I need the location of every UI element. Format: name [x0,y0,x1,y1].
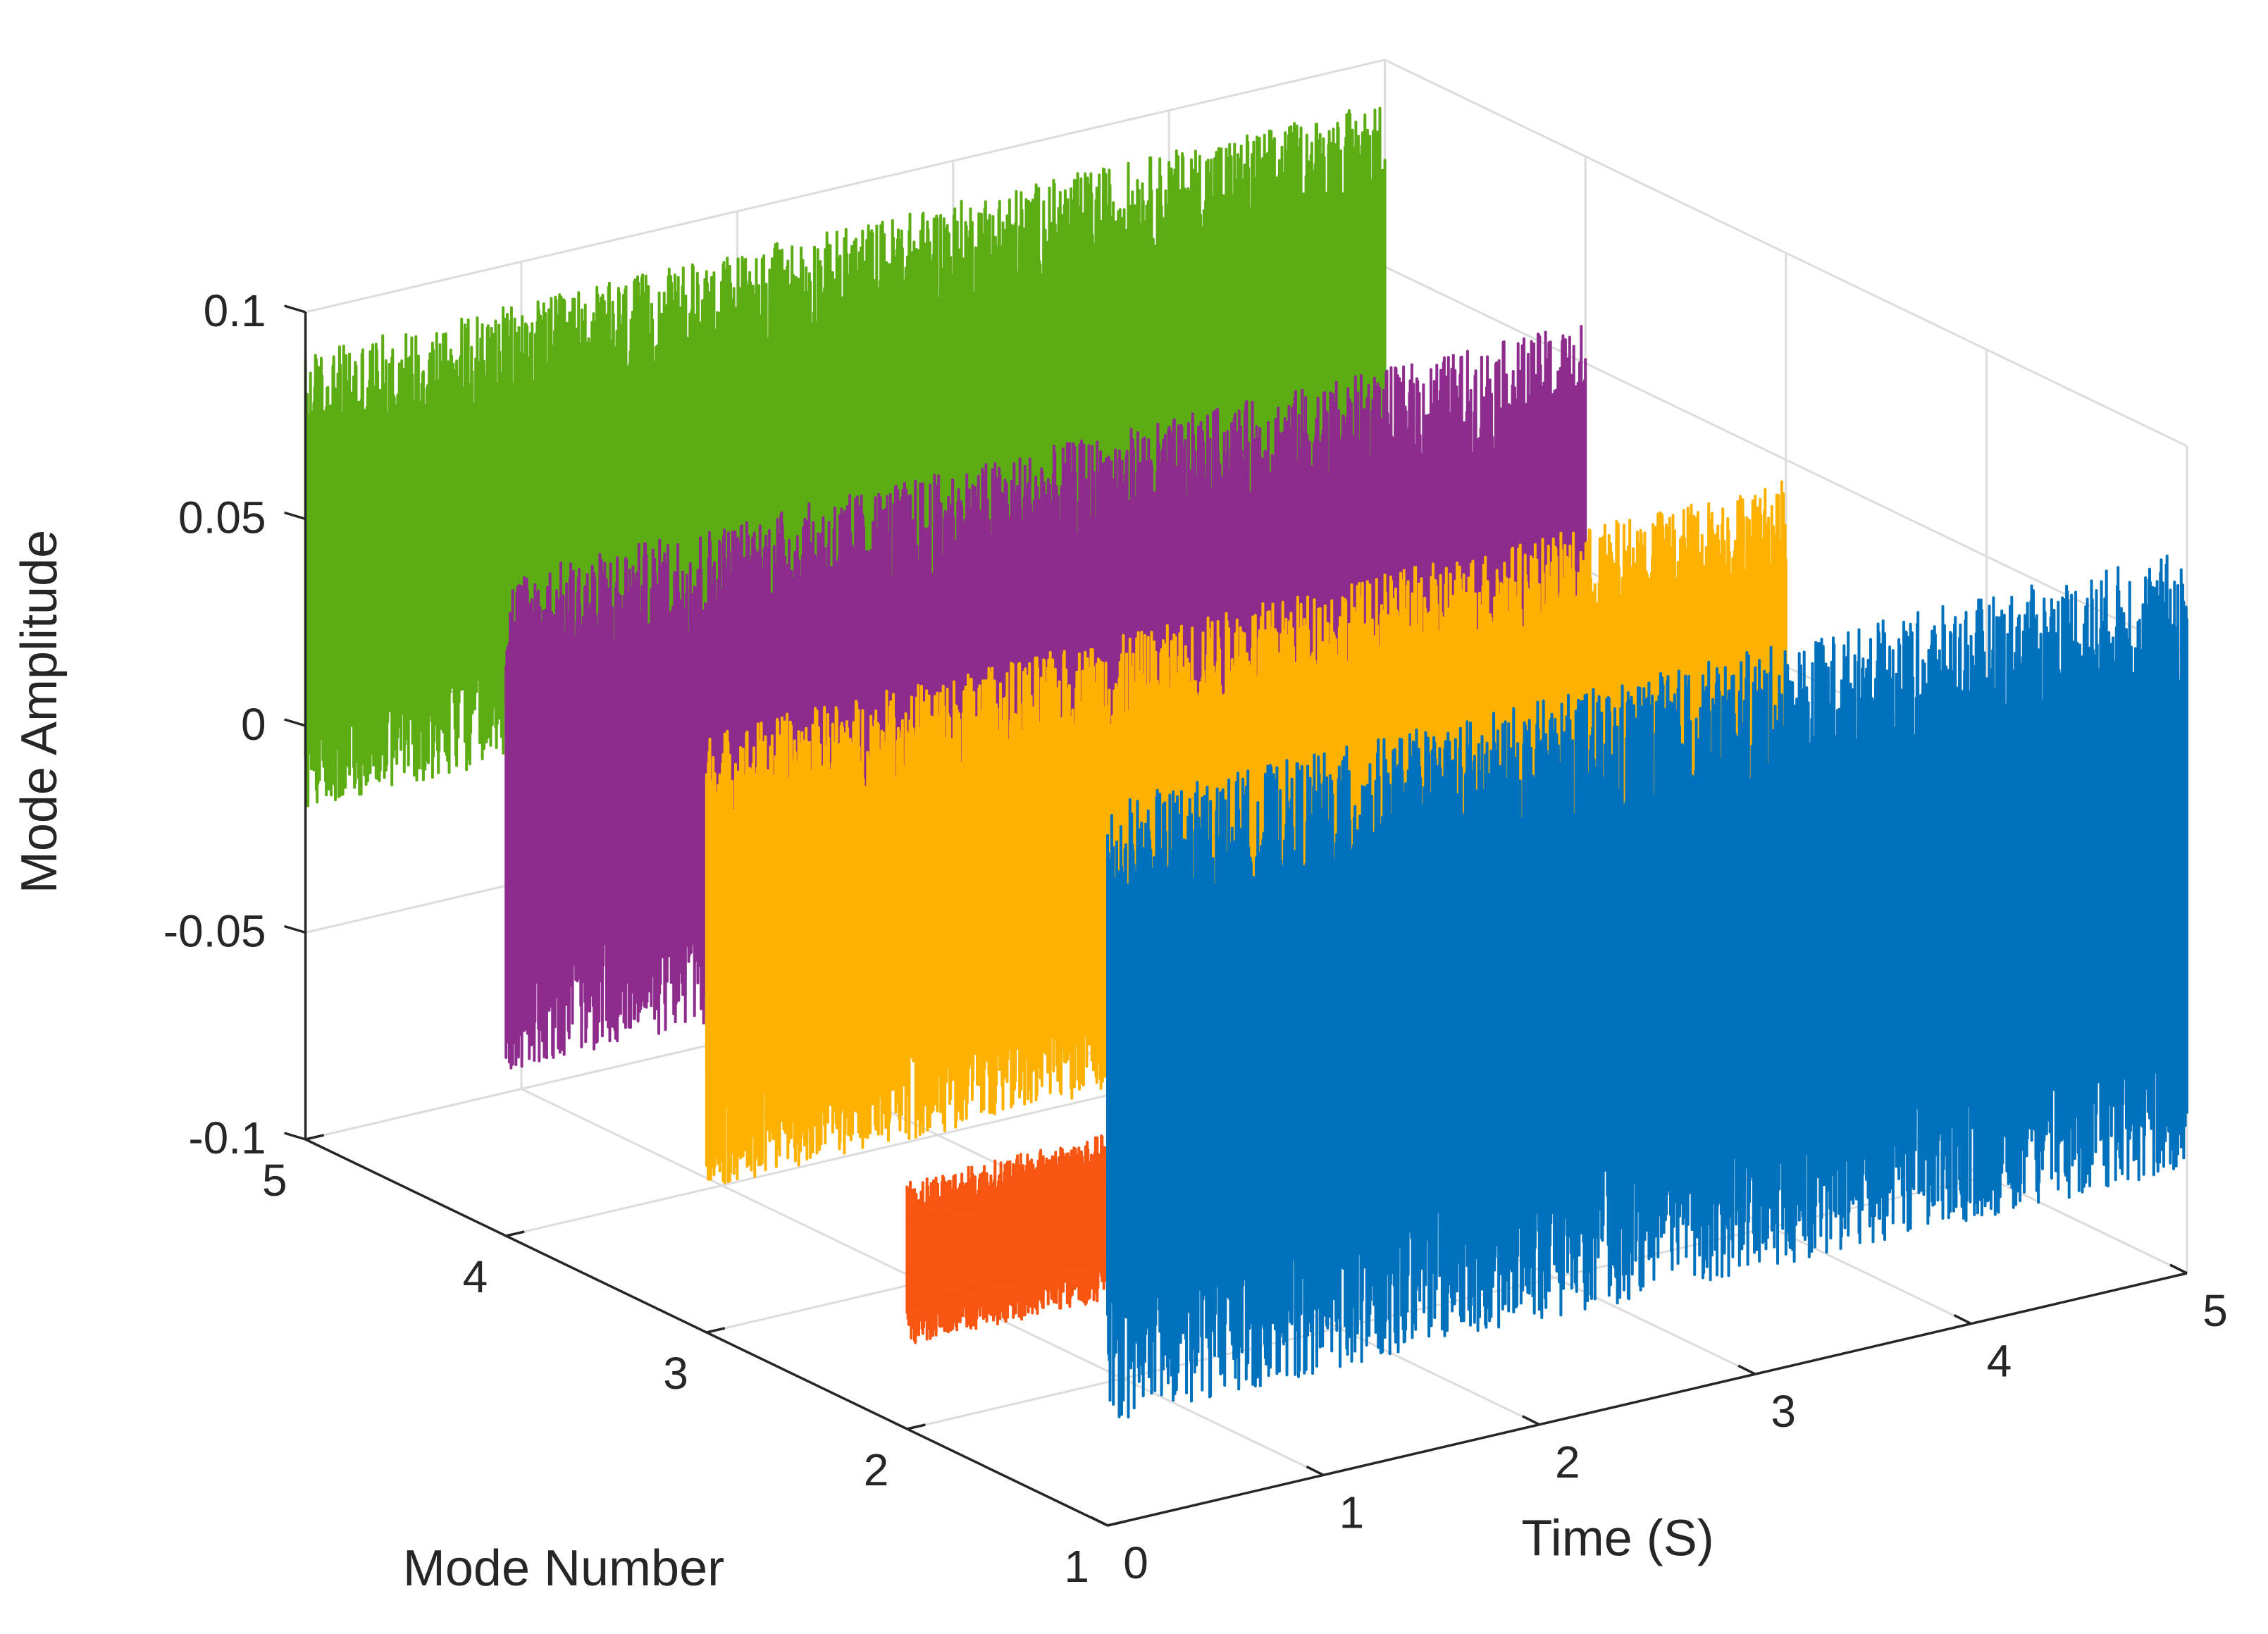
series-band-mode-5 [305,215,1385,695]
z-tick [284,1132,306,1141]
y-tick [305,1134,324,1141]
y-axis-label: Mode Number [403,1540,724,1597]
x-axis-label: Time (S) [1521,1510,1714,1566]
x-tick-label: 1 [1339,1487,1365,1537]
x-tick [1953,1314,1972,1325]
series-mode-1 [1106,555,2188,1419]
y-tick-label: 2 [864,1444,889,1495]
x-tick [1522,1415,1540,1426]
z-tick [284,718,306,727]
x-tick-label: 0 [1123,1537,1148,1588]
series-band-mode-1 [1108,704,2187,1268]
z-tick [284,511,306,521]
x-tick-label: 4 [1987,1336,2012,1387]
y-tick-label: 4 [463,1251,488,1302]
x-tick [1090,1516,1108,1527]
z-axis-label: Mode Amplitude [11,530,68,893]
y-tick [907,1423,926,1430]
series-mode-5 [304,106,1387,807]
z-tick-label: 0.1 [204,285,266,336]
grid-wall-amp-y [1384,58,2188,447]
z-tick-label: 0 [241,699,266,750]
y-tick [505,1230,525,1237]
z-tick [284,304,306,314]
x-tick-label: 5 [2202,1285,2228,1336]
tick-marks [284,304,2188,1527]
x-tick [1306,1465,1325,1476]
x-tick-label: 3 [1771,1386,1796,1437]
y-tick-label: 1 [1064,1541,1089,1592]
grid-wall-amp-y [1384,266,2188,654]
series-mode-2 [905,1134,1124,1344]
z-tick-label: 0.05 [178,493,266,543]
y-tick [706,1327,726,1334]
z-tick-label: -0.1 [188,1113,266,1163]
z-tick [284,924,306,934]
y-tick-label: 5 [262,1155,287,1206]
x-tick [1737,1364,1756,1375]
y-tick-label: 3 [663,1348,688,1399]
grid-wall-amp-x [305,58,1385,314]
x-tick-label: 2 [1555,1437,1580,1487]
x-tick [2169,1263,2188,1275]
series-layer [304,106,2188,1419]
z-tick-label: -0.05 [163,906,266,957]
y-tick [1107,1520,1127,1527]
series-band-mode-2 [907,1171,1123,1305]
x-axis-line [1107,1272,2188,1527]
